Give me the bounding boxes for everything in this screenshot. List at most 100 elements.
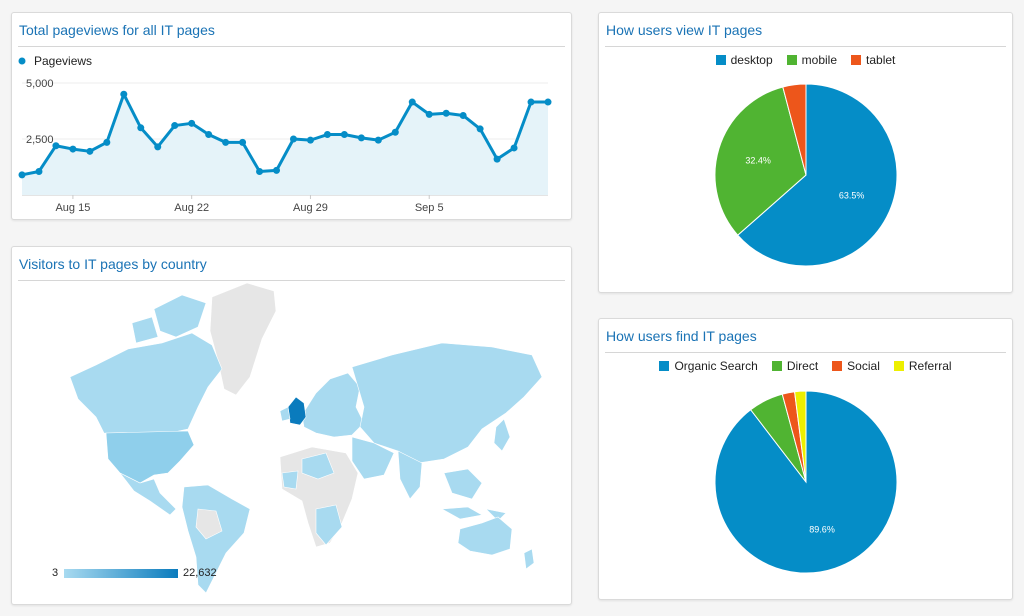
data-point[interactable] — [306, 136, 314, 144]
map-scale-min: 3 — [52, 567, 59, 579]
data-point[interactable] — [544, 98, 552, 106]
data-point[interactable] — [273, 166, 281, 174]
legend-item-direct[interactable]: Direct — [771, 359, 819, 373]
legend-item-referral[interactable]: Referral — [893, 359, 952, 373]
data-point[interactable] — [188, 119, 196, 127]
map-region-ireland[interactable] — [279, 406, 291, 422]
legend-label: Direct — [786, 359, 819, 373]
country-map-panel: Visitors to IT pages by country — [11, 246, 572, 605]
area-fill — [22, 94, 548, 195]
country-map-title: Visitors to IT pages by country — [19, 256, 207, 272]
data-point[interactable] — [52, 142, 60, 150]
x-tick-label: Aug 15 — [55, 202, 90, 214]
legend-label: tablet — [866, 53, 896, 67]
data-point[interactable] — [425, 110, 433, 118]
legend-swatch — [893, 361, 904, 371]
map-region-arctic-islands[interactable] — [131, 294, 207, 344]
data-point[interactable] — [510, 144, 518, 152]
pie-data-label: 32.4% — [745, 155, 771, 165]
data-point[interactable] — [391, 128, 399, 136]
legend-swatch — [832, 361, 843, 371]
legend-swatch — [771, 361, 782, 371]
data-point[interactable] — [86, 147, 94, 155]
pie-slice-mobile[interactable] — [714, 86, 807, 236]
device-legend: desktop mobile tablet — [599, 53, 1012, 67]
data-point[interactable] — [289, 135, 297, 143]
map-region-new-zealand[interactable] — [523, 548, 535, 570]
channel-legend: Organic Search Direct Social Referral — [599, 359, 1012, 373]
y-tick-label: 2,500 — [26, 134, 54, 146]
pageviews-panel: Total pageviews for all IT pages Pagevie… — [11, 12, 572, 220]
data-point[interactable] — [120, 90, 128, 98]
map-color-scale — [64, 569, 178, 578]
y-tick-label: 5,000 — [26, 78, 54, 90]
map-region-australia[interactable] — [457, 516, 513, 556]
data-point[interactable] — [408, 98, 416, 106]
data-point[interactable] — [103, 138, 111, 146]
legend-item-tablet[interactable]: tablet — [851, 53, 895, 67]
x-tick-label: Aug 29 — [293, 202, 328, 214]
map-region-south-america-nodata[interactable] — [195, 508, 223, 540]
legend-label: Social — [847, 359, 880, 373]
legend-item-mobile[interactable]: mobile — [786, 53, 837, 67]
pie-slice-desktop[interactable] — [737, 83, 898, 267]
data-point[interactable] — [171, 122, 179, 130]
map-region-indonesia[interactable] — [440, 506, 507, 522]
map-region-japan[interactable] — [493, 418, 511, 452]
legend-item-desktop[interactable]: desktop — [715, 53, 773, 67]
map-region-united-kingdom[interactable] — [287, 396, 307, 426]
data-point[interactable] — [69, 145, 77, 153]
data-point[interactable] — [205, 131, 213, 139]
data-point[interactable] — [357, 134, 365, 142]
data-point[interactable] — [222, 138, 230, 146]
pageviews-chart: Pageviews 5,000 2,500 Aug 15 Aug 22 Aug 29 Sep… — [18, 54, 552, 214]
divider — [605, 46, 1006, 47]
data-point[interactable] — [493, 155, 501, 163]
data-point[interactable] — [137, 124, 145, 132]
map-region-north-america-north[interactable] — [69, 332, 223, 436]
legend-label-pageviews: Pageviews — [34, 54, 92, 68]
data-point[interactable] — [154, 143, 162, 151]
data-point[interactable] — [256, 167, 264, 175]
data-point[interactable] — [459, 111, 467, 119]
data-point[interactable] — [476, 125, 484, 133]
pie-slice-referral[interactable] — [794, 390, 807, 483]
map-region-africa-data[interactable] — [281, 452, 343, 546]
data-point[interactable] — [442, 109, 450, 117]
channel-panel: How users find IT pages Organic Search Di… — [598, 318, 1013, 600]
legend-label: Organic Search — [674, 359, 758, 373]
x-tick-label: Aug 22 — [174, 202, 209, 214]
map-region-south-asia[interactable] — [397, 450, 483, 500]
legend-swatch — [715, 55, 726, 65]
map-region-mexico[interactable] — [119, 472, 177, 516]
map-region-asia[interactable] — [351, 342, 543, 464]
divider — [18, 46, 565, 47]
pageviews-title: Total pageviews for all IT pages — [19, 22, 215, 38]
map-region-usa[interactable] — [105, 430, 195, 484]
map-region-middle-east[interactable] — [351, 436, 395, 480]
data-point[interactable] — [18, 171, 26, 179]
pie-slice-tablet[interactable] — [782, 83, 807, 176]
map-region-greenland[interactable] — [209, 282, 277, 396]
x-tick-label: Sep 5 — [415, 202, 444, 214]
device-panel: How users view IT pages desktop mobile tab… — [598, 12, 1013, 293]
data-point[interactable] — [527, 98, 535, 106]
data-point[interactable] — [35, 167, 43, 175]
device-pie-chart: 63.5% 32.4% — [714, 83, 898, 267]
data-point[interactable] — [239, 138, 247, 146]
map-region-europe[interactable] — [301, 372, 365, 438]
data-point[interactable] — [340, 131, 348, 139]
legend-item-organic-search[interactable]: Organic Search — [659, 359, 758, 373]
legend-marker — [18, 57, 26, 65]
channel-title: How users find IT pages — [606, 328, 757, 344]
world-map[interactable] — [12, 247, 573, 606]
map-scale-max: 22,632 — [183, 567, 217, 579]
data-point[interactable] — [323, 131, 331, 139]
legend-label: desktop — [730, 53, 773, 67]
legend-swatch — [851, 55, 862, 65]
channel-pie-chart: 89.6% — [714, 390, 898, 574]
divider — [18, 280, 565, 281]
data-point[interactable] — [374, 136, 382, 144]
pie-data-label: 89.6% — [809, 524, 835, 534]
legend-item-social[interactable]: Social — [832, 359, 880, 373]
